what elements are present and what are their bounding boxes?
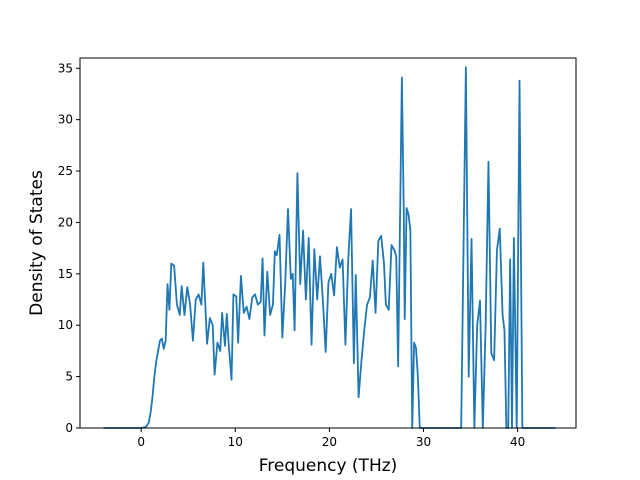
x-tick-label: 10 bbox=[228, 435, 243, 449]
x-tick-label: 0 bbox=[137, 435, 145, 449]
x-tick-label: 40 bbox=[510, 435, 525, 449]
y-tick-label: 25 bbox=[58, 164, 73, 178]
x-tick-label: 20 bbox=[322, 435, 337, 449]
plot-area bbox=[80, 58, 576, 428]
y-tick-label: 35 bbox=[58, 61, 73, 75]
y-tick-label: 0 bbox=[65, 421, 73, 435]
plot-frame bbox=[79, 57, 577, 429]
y-axis-label: Density of States bbox=[27, 170, 47, 316]
x-tick-label: 30 bbox=[416, 435, 431, 449]
y-tick-label: 5 bbox=[65, 370, 73, 384]
y-tick-label: 10 bbox=[58, 318, 73, 332]
y-tick-label: 15 bbox=[58, 267, 73, 281]
y-tick-label: 20 bbox=[58, 215, 73, 229]
y-tick-label: 30 bbox=[58, 113, 73, 127]
ticks-layer: 0 10 20 30 40 0 5 10 15 20 25 30 35 bbox=[58, 61, 526, 449]
x-axis-label: Frequency (THz) bbox=[259, 456, 398, 476]
series-layer bbox=[103, 66, 556, 429]
series-line bbox=[103, 66, 556, 429]
